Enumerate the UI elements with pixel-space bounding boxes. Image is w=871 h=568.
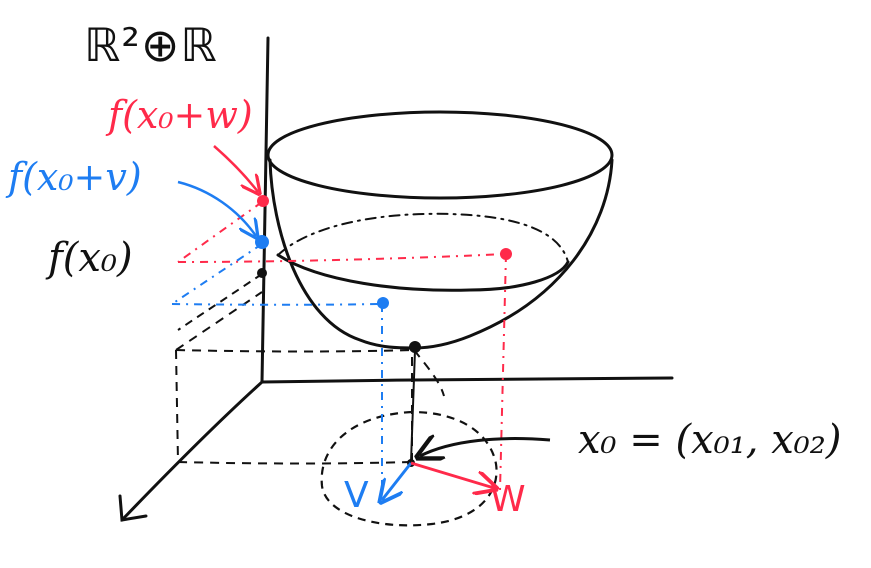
blue-guides bbox=[171, 243, 383, 488]
pointer-arrow-x0 bbox=[420, 439, 551, 456]
vector-w bbox=[410, 461, 494, 488]
label-x0-definition: x₀ = (x₀₁, x₀₂) bbox=[578, 417, 842, 463]
point-surface-v bbox=[377, 297, 389, 309]
axes bbox=[118, 36, 674, 522]
vertical-axis bbox=[260, 36, 270, 384]
point-surface-w bbox=[500, 248, 512, 260]
paraboloid-right-side bbox=[412, 158, 614, 350]
paraboloid-left-side bbox=[268, 158, 416, 350]
pointer-arrow-w bbox=[213, 145, 258, 192]
level-curve-back bbox=[277, 212, 569, 263]
label-v: V bbox=[344, 475, 369, 516]
depth-axis bbox=[120, 380, 264, 522]
point-f-x0 bbox=[257, 268, 267, 278]
label-w: W bbox=[490, 479, 526, 520]
points bbox=[255, 195, 512, 467]
horizontal-axis bbox=[260, 376, 674, 384]
vector-v bbox=[382, 462, 413, 500]
space-label: ℝ²⊕ℝ bbox=[84, 18, 218, 72]
label-f-x0-plus-v: f(x₀+v) bbox=[8, 155, 142, 199]
base-level-curve bbox=[320, 410, 498, 527]
black-guides bbox=[177, 273, 263, 331]
red-guides bbox=[177, 201, 507, 491]
paraboloid bbox=[266, 110, 614, 350]
level-curve-front bbox=[276, 253, 570, 292]
depth-axis-arrowhead bbox=[118, 494, 148, 522]
point-minimum bbox=[409, 341, 421, 353]
pointer-arrow-v bbox=[177, 180, 256, 236]
base-projection-box bbox=[175, 291, 445, 465]
label-f-x0-plus-w: f(x₀+w) bbox=[108, 93, 253, 137]
paraboloid-rim bbox=[266, 110, 614, 200]
point-f-x0-plus-v bbox=[255, 235, 269, 249]
label-f-x0: f(x₀) bbox=[48, 235, 133, 281]
point-f-x0-plus-w bbox=[257, 195, 269, 207]
